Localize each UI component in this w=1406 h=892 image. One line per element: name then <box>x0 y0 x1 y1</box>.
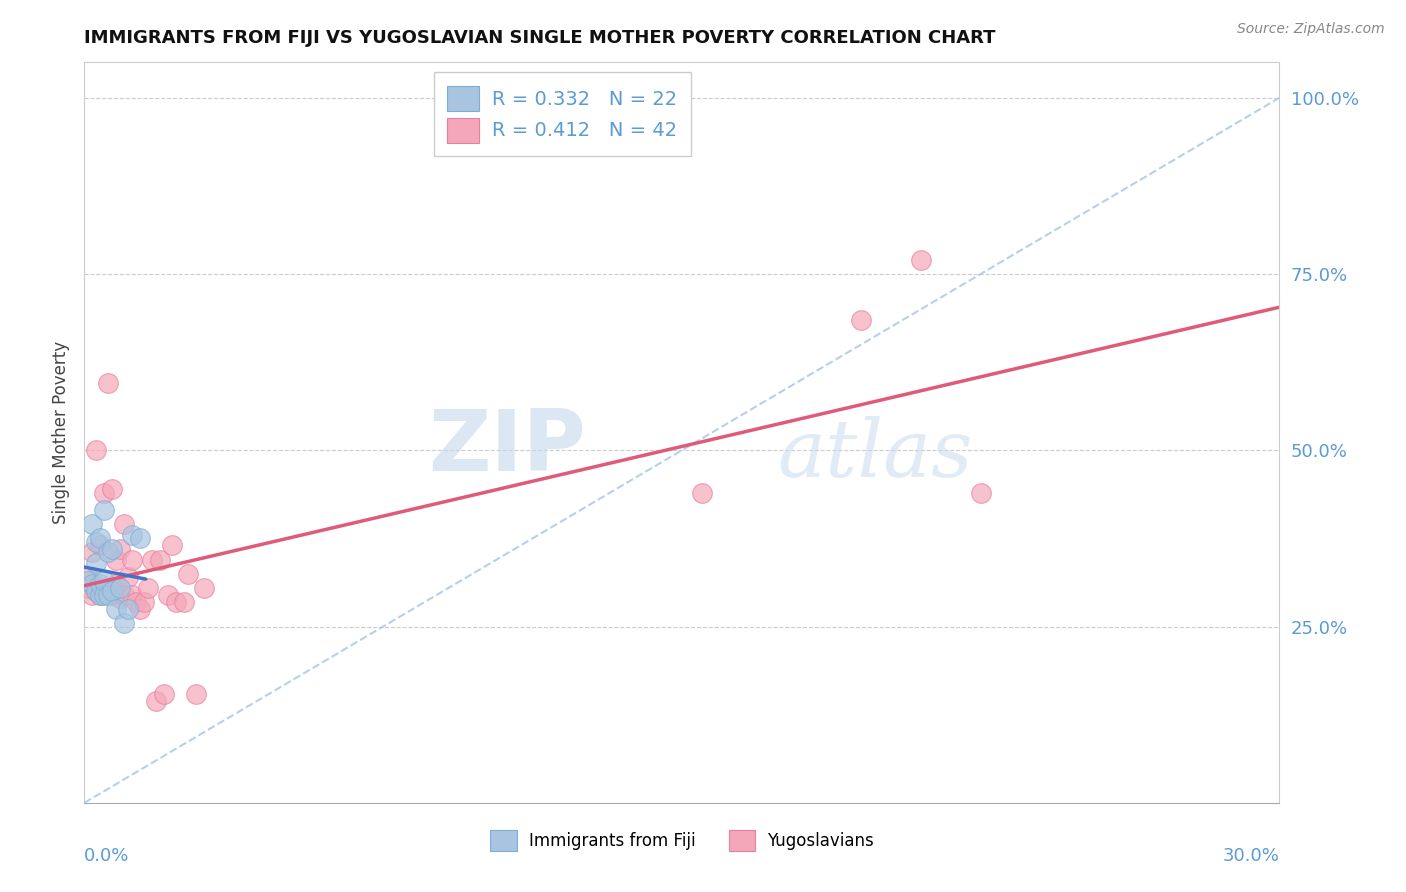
Point <box>177 566 200 581</box>
Point <box>117 570 139 584</box>
Point <box>82 545 104 559</box>
Point <box>77 581 100 595</box>
Text: 30.0%: 30.0% <box>1223 847 1279 865</box>
Point <box>112 588 135 602</box>
Point <box>97 581 120 595</box>
Point <box>110 541 132 556</box>
Point <box>93 584 115 599</box>
Legend: Immigrants from Fiji, Yugoslavians: Immigrants from Fiji, Yugoslavians <box>481 820 883 861</box>
Point <box>121 528 143 542</box>
Point <box>89 532 111 546</box>
Point <box>129 602 152 616</box>
Point <box>82 588 104 602</box>
Point <box>101 482 124 496</box>
Point <box>184 686 207 700</box>
Point <box>970 485 993 500</box>
Point <box>93 574 115 588</box>
Point <box>77 570 100 584</box>
Point <box>141 552 163 566</box>
Point <box>851 313 873 327</box>
Point <box>121 588 143 602</box>
Point <box>86 584 108 599</box>
Point <box>86 584 108 599</box>
Point <box>93 503 115 517</box>
Point <box>93 588 115 602</box>
Point <box>110 581 132 595</box>
Point <box>82 517 104 532</box>
Point <box>82 577 104 591</box>
Point <box>117 602 139 616</box>
Point <box>132 595 156 609</box>
Point <box>97 376 120 391</box>
Point <box>125 595 148 609</box>
Text: atlas: atlas <box>778 416 973 493</box>
Point <box>89 538 111 552</box>
Point <box>101 541 124 556</box>
Point <box>105 552 128 566</box>
Point <box>101 584 124 599</box>
Point <box>145 693 167 707</box>
Point <box>690 485 713 500</box>
Text: IMMIGRANTS FROM FIJI VS YUGOSLAVIAN SINGLE MOTHER POVERTY CORRELATION CHART: IMMIGRANTS FROM FIJI VS YUGOSLAVIAN SING… <box>84 29 995 47</box>
Point <box>160 538 183 552</box>
Point <box>193 581 215 595</box>
Point <box>105 577 128 591</box>
Point <box>112 517 135 532</box>
Point <box>110 591 132 606</box>
Point <box>129 532 152 546</box>
Point <box>121 552 143 566</box>
Point <box>173 595 195 609</box>
Point <box>86 443 108 458</box>
Point <box>153 686 176 700</box>
Point <box>86 556 108 570</box>
Point <box>97 588 120 602</box>
Point <box>112 615 135 630</box>
Point <box>910 252 932 267</box>
Point <box>89 588 111 602</box>
Point <box>93 485 115 500</box>
Text: 0.0%: 0.0% <box>84 847 129 865</box>
Point <box>97 545 120 559</box>
Point <box>101 588 124 602</box>
Point <box>149 552 172 566</box>
Text: ZIP: ZIP <box>429 406 586 489</box>
Point <box>165 595 187 609</box>
Y-axis label: Single Mother Poverty: Single Mother Poverty <box>52 341 70 524</box>
Point <box>157 588 180 602</box>
Point <box>89 577 111 591</box>
Text: Source: ZipAtlas.com: Source: ZipAtlas.com <box>1237 22 1385 37</box>
Point <box>86 535 108 549</box>
Point <box>136 581 159 595</box>
Point <box>77 574 100 588</box>
Point <box>89 588 111 602</box>
Point <box>105 602 128 616</box>
